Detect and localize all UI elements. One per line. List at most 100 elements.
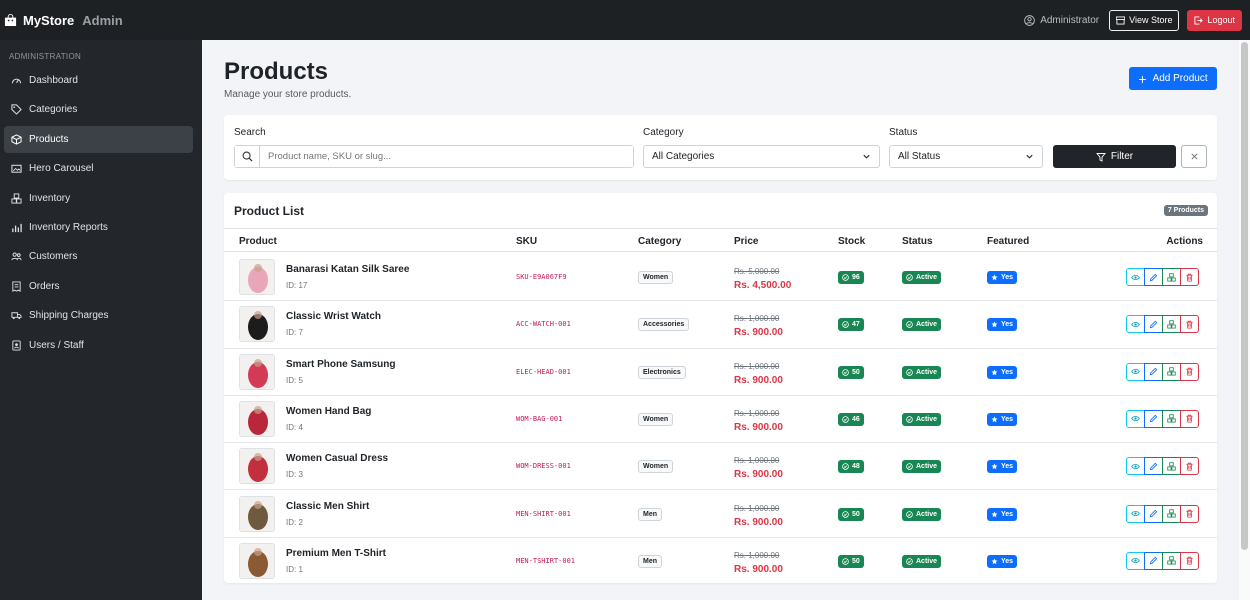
boxes-icon	[1167, 272, 1176, 282]
search-input[interactable]	[260, 146, 633, 167]
filter-button[interactable]: Filter	[1053, 145, 1176, 168]
boxes-icon	[10, 192, 22, 204]
product-name[interactable]: Classic Wrist Watch	[286, 311, 382, 323]
sidebar-item-users-staff[interactable]: Users / Staff	[4, 332, 193, 359]
view-button[interactable]	[1126, 504, 1145, 523]
category-select[interactable]: All Categories	[643, 145, 880, 168]
sidebar-item-label: Customers	[29, 251, 78, 263]
status-value: Active	[916, 415, 938, 423]
delete-button[interactable]	[1180, 551, 1199, 570]
variants-button[interactable]	[1162, 362, 1181, 381]
column-header-sku: SKU	[516, 236, 538, 247]
current-user[interactable]: Administrator	[1024, 15, 1099, 26]
edit-button[interactable]	[1144, 268, 1163, 286]
view-store-label: View Store	[1129, 15, 1173, 25]
product-sku: WOM-DRESS-001	[516, 462, 571, 471]
stock-badge: 50	[838, 507, 864, 521]
variants-button[interactable]	[1162, 315, 1181, 334]
user-name: Administrator	[1040, 14, 1100, 26]
featured-value: Yes	[1001, 321, 1014, 329]
product-sku: SKU-E9A067F9	[516, 273, 567, 281]
sidebar-item-products[interactable]: Products	[4, 125, 193, 153]
edit-button[interactable]	[1144, 362, 1163, 381]
clear-filter-button[interactable]	[1181, 145, 1207, 168]
product-name[interactable]: Classic Men Shirt	[286, 500, 370, 512]
sidebar-item-label: Users / Staff	[29, 339, 84, 351]
add-product-button[interactable]: + Add Product	[1129, 67, 1217, 90]
variants-button[interactable]	[1162, 504, 1181, 523]
pencil-icon	[1149, 415, 1158, 423]
delete-button[interactable]	[1180, 362, 1199, 381]
sidebar-item-shipping-charges[interactable]: Shipping Charges	[4, 302, 193, 329]
view-button[interactable]	[1126, 315, 1145, 334]
bar-chart-icon	[10, 221, 22, 233]
product-list-title: Product List	[234, 204, 305, 218]
brand[interactable]: MyStore Admin	[4, 13, 123, 28]
page-title: Products	[224, 58, 329, 85]
shopping-bag-icon	[4, 13, 17, 27]
product-name[interactable]: Smart Phone Samsung	[286, 358, 396, 370]
view-button[interactable]	[1126, 268, 1145, 286]
table-row: Classic Wrist Watch ID: 7 ACC-WATCH-001 Acc…	[224, 301, 1217, 349]
product-thumbnail	[239, 448, 275, 485]
check-circle-icon	[842, 463, 849, 470]
edit-button[interactable]	[1144, 457, 1163, 476]
sidebar-item-label: Inventory	[29, 192, 71, 204]
view-button[interactable]	[1126, 551, 1145, 570]
trash-icon	[1186, 509, 1193, 518]
status-badge: Active	[902, 412, 942, 426]
original-price: Rs. 1,000.00	[734, 550, 780, 560]
sidebar-item-inventory[interactable]: Inventory	[4, 185, 193, 212]
category-badge: Women	[638, 412, 674, 426]
view-button[interactable]	[1126, 409, 1145, 428]
delete-button[interactable]	[1180, 268, 1199, 286]
edit-button[interactable]	[1144, 315, 1163, 334]
category-select-value: All Categories	[652, 151, 715, 162]
logout-button[interactable]: Logout	[1187, 9, 1242, 31]
delete-button[interactable]	[1180, 315, 1199, 334]
view-button[interactable]	[1126, 362, 1145, 381]
sidebar-item-orders[interactable]: Orders	[4, 273, 193, 300]
product-thumbnail	[239, 400, 275, 437]
variants-button[interactable]	[1162, 457, 1181, 476]
stock-value: 96	[852, 274, 860, 281]
star-icon	[991, 369, 998, 376]
product-thumbnail	[239, 542, 275, 579]
trash-icon	[1186, 557, 1193, 565]
variants-button[interactable]	[1162, 409, 1181, 428]
row-actions	[1126, 504, 1199, 523]
stock-value: 50	[852, 510, 860, 518]
sidebar-item-customers[interactable]: Customers	[4, 243, 193, 270]
view-store-button[interactable]: View Store	[1109, 9, 1180, 31]
scrollbar-thumb[interactable]	[1241, 42, 1248, 550]
status-badge: Active	[902, 318, 942, 332]
delete-button[interactable]	[1180, 409, 1199, 428]
product-id: ID: 5	[286, 375, 303, 385]
category-badge: Women	[638, 271, 674, 284]
sidebar-item-categories[interactable]: Categories	[4, 96, 193, 123]
sidebar-item-dashboard[interactable]: Dashboard	[4, 67, 193, 94]
status-select[interactable]: All Status	[889, 145, 1043, 168]
product-name[interactable]: Women Casual Dress	[286, 453, 389, 465]
original-price: Rs. 1,000.00	[734, 503, 780, 513]
sidebar-item-inventory-reports[interactable]: Inventory Reports	[4, 214, 193, 241]
delete-button[interactable]	[1180, 457, 1199, 476]
view-button[interactable]	[1126, 457, 1145, 476]
trash-icon	[1186, 367, 1193, 376]
product-name[interactable]: Banarasi Katan Silk Saree	[286, 264, 410, 275]
product-name[interactable]: Women Hand Bag	[286, 405, 372, 417]
product-name[interactable]: Premium Men T-Shirt	[286, 547, 387, 559]
delete-button[interactable]	[1180, 504, 1199, 523]
star-icon	[991, 274, 998, 281]
featured-badge: Yes	[987, 507, 1018, 521]
sidebar-item-hero-carousel[interactable]: Hero Carousel	[4, 155, 193, 182]
boxes-icon	[1167, 462, 1176, 471]
product-id: ID: 4	[286, 422, 303, 432]
edit-button[interactable]	[1144, 409, 1163, 428]
edit-button[interactable]	[1144, 504, 1163, 523]
original-price: Rs. 1,000.00	[734, 456, 780, 466]
variants-button[interactable]	[1162, 551, 1181, 570]
product-id: ID: 1	[286, 564, 303, 574]
variants-button[interactable]	[1162, 268, 1181, 286]
edit-button[interactable]	[1144, 551, 1163, 570]
